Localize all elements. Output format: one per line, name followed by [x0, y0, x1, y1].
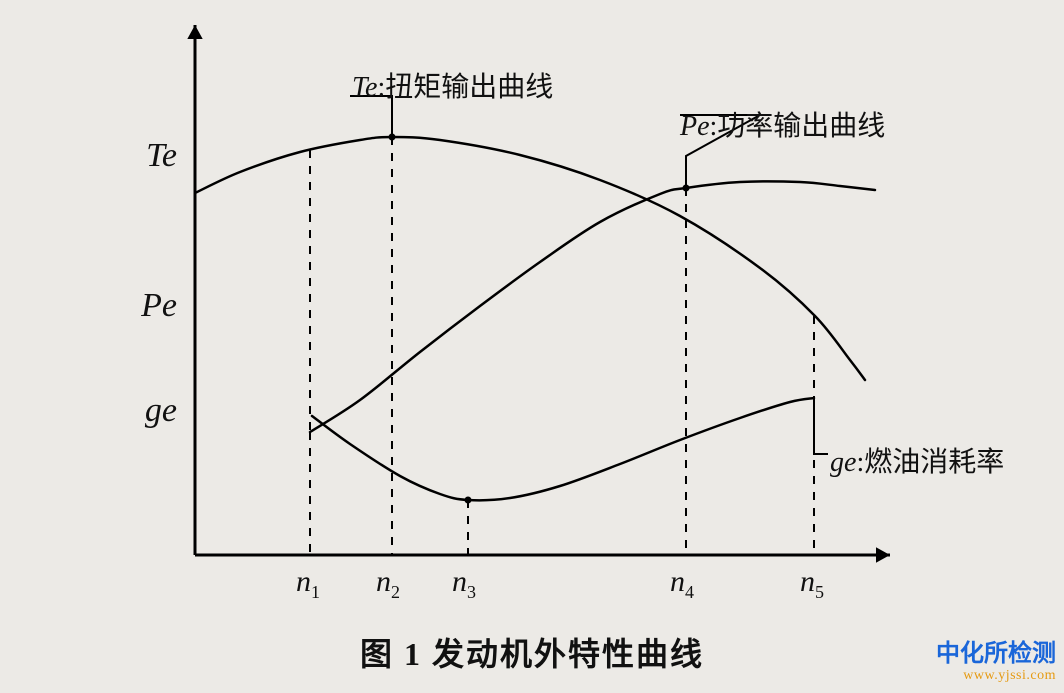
x-axis-label-n1: n1: [296, 565, 320, 603]
figure-canvas: Te Pe ge n1 n2 n3 n4 n5 Te:扭矩输出曲线 Pe:功率输出曲线 ge:燃…: [0, 0, 1064, 693]
curve-label-ge: ge:燃油消耗率: [830, 440, 1004, 480]
x-axis-label-n2: n2: [376, 565, 400, 603]
watermark-url: www.yjssi.com: [936, 668, 1056, 683]
watermark: 中化所检测 www.yjssi.com: [936, 641, 1056, 683]
x-axis-label-n3: n3: [452, 565, 476, 603]
y-axis-label-ge: ge: [145, 392, 177, 430]
figure-caption: 图 1 发动机外特性曲线: [0, 629, 1064, 675]
y-axis-label-Pe: Pe: [141, 287, 177, 325]
curve-label-Pe: Pe:功率输出曲线: [680, 104, 885, 144]
y-axis-label-Te: Te: [146, 137, 177, 175]
x-axis-label-n4: n4: [670, 565, 694, 603]
watermark-name: 中化所检测: [936, 641, 1056, 667]
curve-label-Te: Te:扭矩输出曲线: [352, 65, 553, 105]
x-axis-label-n5: n5: [800, 565, 824, 603]
